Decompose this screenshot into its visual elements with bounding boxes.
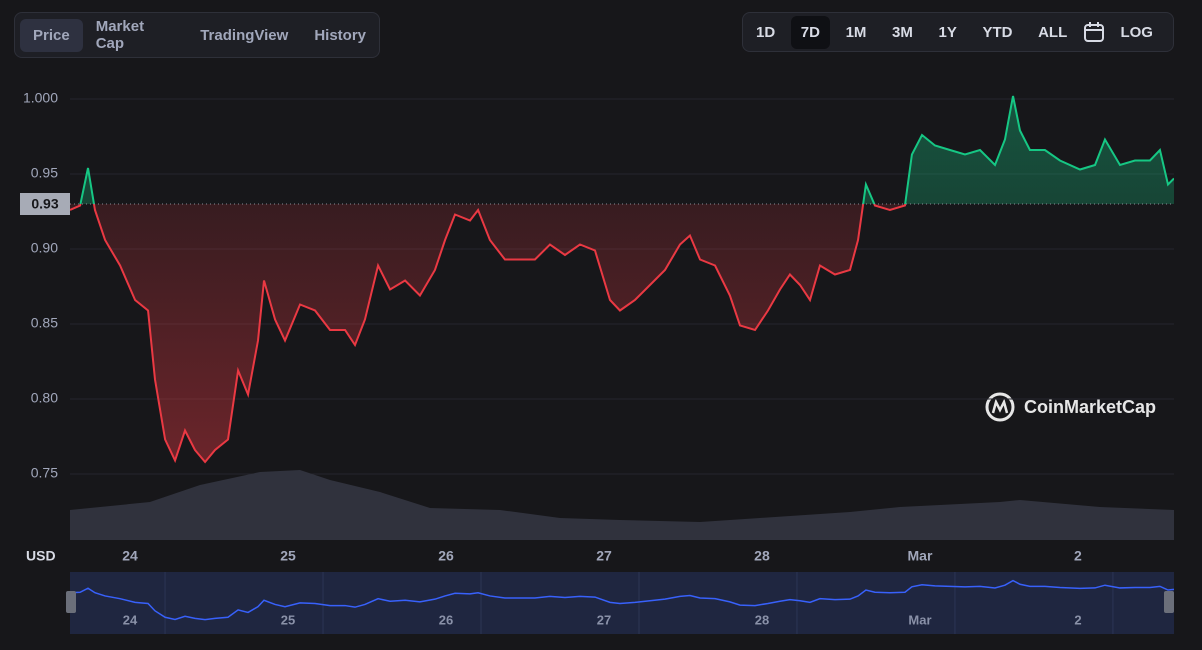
volume-area <box>70 470 1174 540</box>
y-tick-label: 0.90 <box>31 240 58 256</box>
range-button[interactable]: 1D <box>756 23 776 41</box>
price-area-down <box>70 204 1174 462</box>
range-button[interactable]: 3M <box>892 23 913 41</box>
navigator-handle[interactable] <box>1164 591 1174 613</box>
x-tick-label: Mar <box>908 548 933 564</box>
x-tick-label: 27 <box>596 548 612 564</box>
range-group: 1D 7D 1M 3M 1Y YTD ALL LOG <box>742 12 1174 52</box>
watermark-text: CoinMarketCap <box>1024 397 1156 417</box>
tab[interactable]: Price <box>20 18 83 52</box>
price-area-up <box>70 96 1174 204</box>
price-line-down <box>70 204 907 464</box>
range-button[interactable]: 1Y <box>938 23 957 41</box>
y-tick-label: 0.95 <box>31 165 58 181</box>
navigator-line <box>69 579 1175 621</box>
tab[interactable]: TradingView <box>200 26 289 44</box>
range-button[interactable]: ALL <box>1038 23 1068 41</box>
price-line-up <box>79 95 1174 204</box>
navigator-tick-label: Mar <box>908 612 931 627</box>
x-tick-label: 24 <box>122 548 138 564</box>
tab[interactable]: History <box>314 26 366 44</box>
x-tick-label: 25 <box>280 548 296 564</box>
watermark: CoinMarketCap <box>985 392 1156 422</box>
navigator-tick-label: 24 <box>123 612 138 627</box>
y-tick-label: 0.80 <box>31 390 58 406</box>
navigator-handle[interactable] <box>66 591 76 613</box>
navigator-tick-label: 2 <box>1074 612 1081 627</box>
navigator-tick-label: 28 <box>755 612 769 627</box>
log-button[interactable]: LOG <box>1120 23 1153 41</box>
navigator-tick-label: 27 <box>597 612 611 627</box>
range-button[interactable]: 1M <box>845 23 867 41</box>
reference-badge <box>20 193 70 215</box>
tab-group: Price Market Cap TradingView History <box>14 12 380 58</box>
calendar-icon[interactable] <box>1083 21 1105 43</box>
y-tick-label: 1.000 <box>23 90 58 106</box>
y-unit: USD <box>26 548 56 564</box>
y-tick-label: 0.85 <box>31 315 58 331</box>
tab[interactable]: Market Cap <box>95 18 145 52</box>
navigator-tick-label: 26 <box>439 612 453 627</box>
x-tick-label: 2 <box>1074 548 1082 564</box>
range-button[interactable]: YTD <box>982 23 1013 41</box>
range-button[interactable]: 7D <box>790 15 830 49</box>
y-tick-label: 0.75 <box>31 465 58 481</box>
reference-label: 0.93 <box>31 196 58 212</box>
navigator-tick-label: 25 <box>281 612 295 627</box>
x-tick-label: 26 <box>438 548 454 564</box>
x-tick-label: 28 <box>754 548 770 564</box>
